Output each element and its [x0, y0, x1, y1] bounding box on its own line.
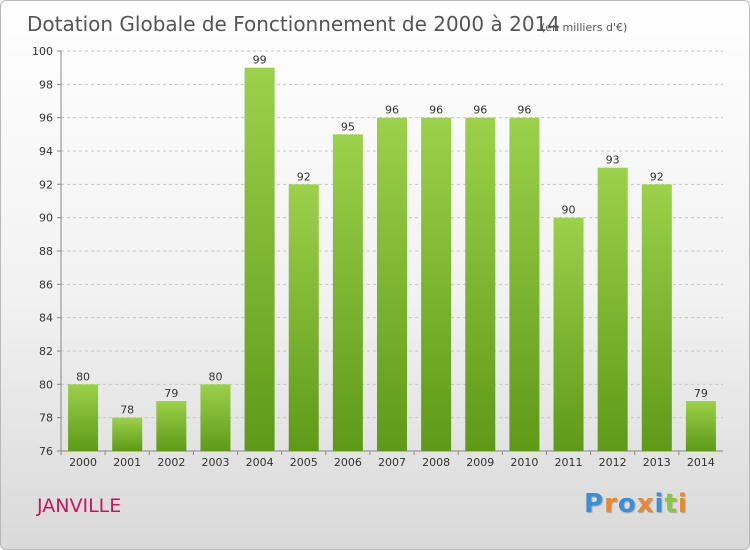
bar [156, 401, 187, 451]
commune-name: JANVILLE [37, 495, 122, 517]
bar-value-label: 96 [517, 104, 531, 117]
y-tick-label: 86 [39, 278, 53, 291]
y-tick-label: 96 [39, 112, 53, 125]
x-tick-label: 2004 [246, 456, 274, 469]
y-tick-label: 82 [39, 345, 53, 358]
bar [332, 134, 363, 452]
chart-title: Dotation Globale de Fonctionnement de 20… [27, 12, 560, 36]
bar [68, 384, 99, 451]
bar-value-label: 92 [297, 170, 311, 183]
bar-value-label: 79 [164, 387, 178, 400]
y-tick-label: 88 [39, 245, 53, 258]
bars [68, 67, 716, 452]
x-tick-label: 2014 [687, 456, 715, 469]
bar [244, 67, 275, 452]
x-tick-label: 2008 [422, 456, 450, 469]
bar [597, 167, 628, 451]
bar [288, 184, 319, 452]
y-tick-label: 84 [39, 312, 53, 325]
bar [376, 117, 408, 452]
y-tick-label: 90 [39, 212, 53, 225]
bar [553, 217, 584, 451]
y-tick-label: 94 [39, 145, 53, 158]
brand-logo-letter: r [604, 489, 618, 519]
bar-value-label: 79 [694, 387, 708, 400]
y-tick-labels: 76 78 80 82 84 86 88 90 92 94 96 98 100 [32, 45, 53, 458]
y-tick-label: 92 [39, 178, 53, 191]
bar-value-label: 92 [650, 170, 664, 183]
y-tick-label: 80 [39, 378, 53, 391]
brand-logo-letter: x [636, 489, 655, 519]
y-tick-label: 76 [39, 445, 53, 458]
bar-value-labels: 80 78 79 80 99 92 95 96 96 96 96 90 93 92 79 [76, 54, 708, 417]
x-tick-label: 2001 [113, 456, 141, 469]
brand-logo-letter: t [664, 489, 678, 519]
bar [200, 384, 231, 451]
bar [641, 184, 672, 452]
bar-value-label: 80 [76, 370, 90, 383]
brand-logo-letter: o [617, 489, 637, 519]
brand-logo-letter: i [677, 489, 688, 519]
bar-value-label: 78 [120, 404, 134, 417]
bar-value-label: 80 [208, 370, 222, 383]
x-tick-label: 2011 [555, 456, 583, 469]
x-tick-label: 2009 [466, 456, 494, 469]
x-tick-label: 2010 [510, 456, 538, 469]
x-tick-label: 2013 [643, 456, 671, 469]
x-tick-label: 2005 [290, 456, 318, 469]
brand-logo-letter: i [654, 489, 665, 519]
bar-value-label: 90 [562, 204, 576, 217]
bar-value-label: 99 [253, 54, 267, 67]
x-tick-label: 2002 [157, 456, 185, 469]
x-tick-label: 2003 [201, 456, 229, 469]
x-tick-labels: 2000 2001 2002 2003 2004 2005 2006 2007 2008 2009… [69, 456, 715, 469]
y-tick-label: 100 [32, 45, 53, 58]
chart-subtitle: (en milliers d'€) [541, 21, 627, 34]
bar [685, 401, 716, 451]
bar-value-label: 96 [385, 104, 399, 117]
bar [112, 417, 143, 451]
bar [465, 117, 496, 452]
y-tick-label: 78 [39, 412, 53, 425]
bar-value-label: 93 [606, 154, 620, 167]
bar [509, 117, 540, 452]
x-tick-label: 2007 [378, 456, 406, 469]
brand-logo-letter: P [584, 489, 605, 519]
bar-value-label: 96 [429, 104, 443, 117]
bar-value-label: 96 [473, 104, 487, 117]
x-tick-label: 2000 [69, 456, 97, 469]
y-tick-label: 98 [39, 78, 53, 91]
brand-logo: Proxiti [584, 489, 688, 519]
bar-value-label: 95 [341, 120, 355, 133]
x-tick-label: 2006 [334, 456, 362, 469]
x-tick-label: 2012 [599, 456, 627, 469]
bar [421, 117, 452, 452]
